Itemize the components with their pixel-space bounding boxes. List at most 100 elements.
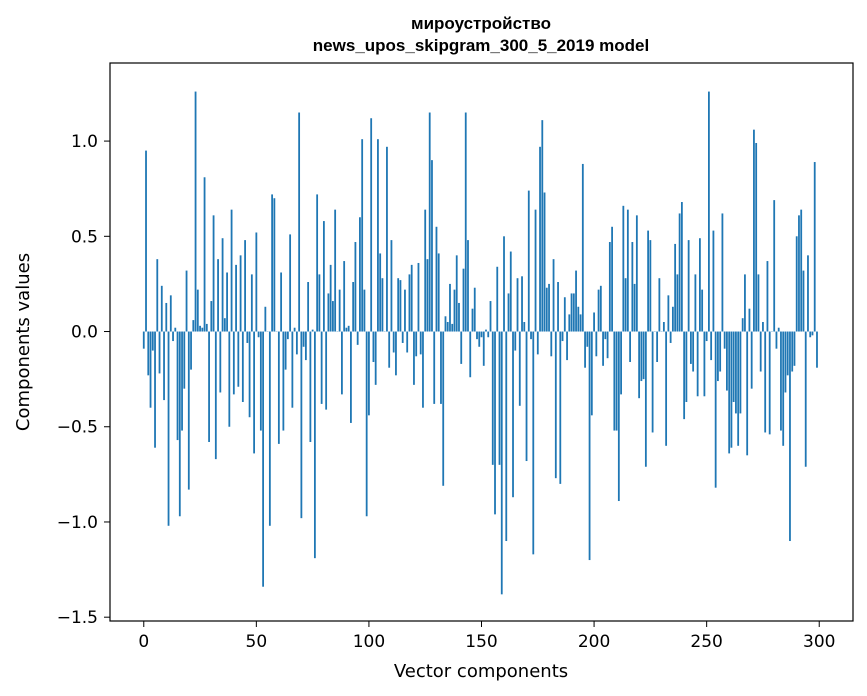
bar bbox=[800, 209, 803, 332]
bar bbox=[550, 331, 553, 357]
bar bbox=[680, 202, 683, 332]
bar bbox=[271, 194, 274, 332]
bar bbox=[577, 306, 580, 332]
bar bbox=[570, 293, 573, 332]
x-tick-label: 250 bbox=[690, 632, 722, 652]
bar bbox=[338, 289, 341, 332]
bar bbox=[451, 323, 454, 332]
bar bbox=[165, 302, 168, 332]
bar bbox=[388, 331, 391, 368]
bar bbox=[813, 162, 816, 332]
bar bbox=[262, 331, 264, 587]
bar bbox=[712, 230, 715, 332]
bar bbox=[464, 112, 467, 332]
bar bbox=[622, 205, 625, 332]
bar bbox=[536, 331, 539, 355]
bar bbox=[163, 331, 165, 401]
y-tick-label: −0.5 bbox=[57, 418, 98, 438]
bar bbox=[147, 331, 150, 376]
bar bbox=[316, 194, 319, 332]
bar bbox=[311, 329, 314, 332]
bar bbox=[201, 327, 204, 332]
bar bbox=[158, 331, 161, 374]
bar bbox=[462, 268, 465, 332]
bar bbox=[370, 118, 373, 332]
bar bbox=[721, 213, 724, 332]
bar bbox=[816, 331, 818, 368]
bar bbox=[424, 209, 427, 332]
bar bbox=[723, 331, 726, 349]
bar bbox=[437, 253, 440, 332]
bar bbox=[527, 190, 530, 332]
bar bbox=[264, 306, 267, 332]
bar bbox=[192, 320, 195, 332]
bar bbox=[246, 331, 249, 343]
bar bbox=[649, 240, 652, 332]
bar bbox=[444, 316, 447, 332]
bar bbox=[626, 209, 629, 332]
bar bbox=[530, 331, 532, 340]
bar bbox=[442, 331, 445, 486]
bar bbox=[676, 274, 679, 332]
bar bbox=[329, 264, 332, 332]
bar bbox=[545, 287, 548, 332]
bar bbox=[363, 289, 366, 332]
bar bbox=[440, 331, 442, 404]
bar bbox=[804, 331, 807, 467]
bar bbox=[629, 331, 631, 362]
bar bbox=[604, 331, 607, 340]
bar bbox=[789, 331, 791, 542]
bar bbox=[624, 278, 627, 332]
bar bbox=[232, 331, 235, 395]
bar bbox=[500, 331, 503, 595]
bar bbox=[435, 226, 438, 332]
bar bbox=[662, 322, 665, 332]
bar bbox=[807, 255, 809, 332]
bar bbox=[273, 198, 276, 332]
bar bbox=[431, 160, 433, 332]
bar bbox=[523, 322, 526, 332]
bar bbox=[469, 331, 472, 378]
bar bbox=[575, 270, 577, 332]
bar bbox=[480, 331, 483, 338]
bar bbox=[696, 331, 699, 397]
bar bbox=[343, 261, 346, 332]
bar bbox=[620, 331, 622, 395]
bar bbox=[498, 331, 501, 465]
bar bbox=[744, 274, 746, 332]
bar bbox=[798, 215, 800, 332]
bar bbox=[372, 331, 375, 362]
bar bbox=[307, 282, 310, 332]
bar bbox=[410, 264, 413, 332]
x-axis-label: Vector components bbox=[394, 661, 568, 682]
bar bbox=[714, 331, 717, 488]
bar bbox=[291, 331, 294, 408]
y-tick-label: −1.0 bbox=[57, 513, 98, 533]
bar bbox=[169, 295, 172, 332]
bar bbox=[241, 331, 244, 402]
bar bbox=[683, 331, 686, 420]
bar bbox=[422, 331, 424, 408]
bar bbox=[746, 331, 749, 456]
bar bbox=[678, 213, 681, 332]
bar bbox=[579, 314, 582, 332]
bar bbox=[280, 272, 283, 332]
bar bbox=[613, 331, 616, 431]
bar bbox=[705, 331, 708, 342]
bar bbox=[476, 331, 478, 340]
bar bbox=[669, 331, 672, 343]
bar bbox=[489, 301, 492, 332]
bar bbox=[525, 331, 528, 462]
bar bbox=[417, 262, 420, 332]
bar bbox=[608, 242, 611, 332]
bar bbox=[717, 331, 719, 382]
bar bbox=[581, 163, 584, 332]
bar bbox=[638, 331, 641, 399]
bar bbox=[809, 331, 812, 338]
bar bbox=[762, 322, 764, 332]
bar bbox=[514, 331, 517, 351]
bar bbox=[320, 331, 323, 404]
chart-title-line-1: мироустройство bbox=[411, 14, 551, 33]
bar bbox=[174, 327, 177, 332]
